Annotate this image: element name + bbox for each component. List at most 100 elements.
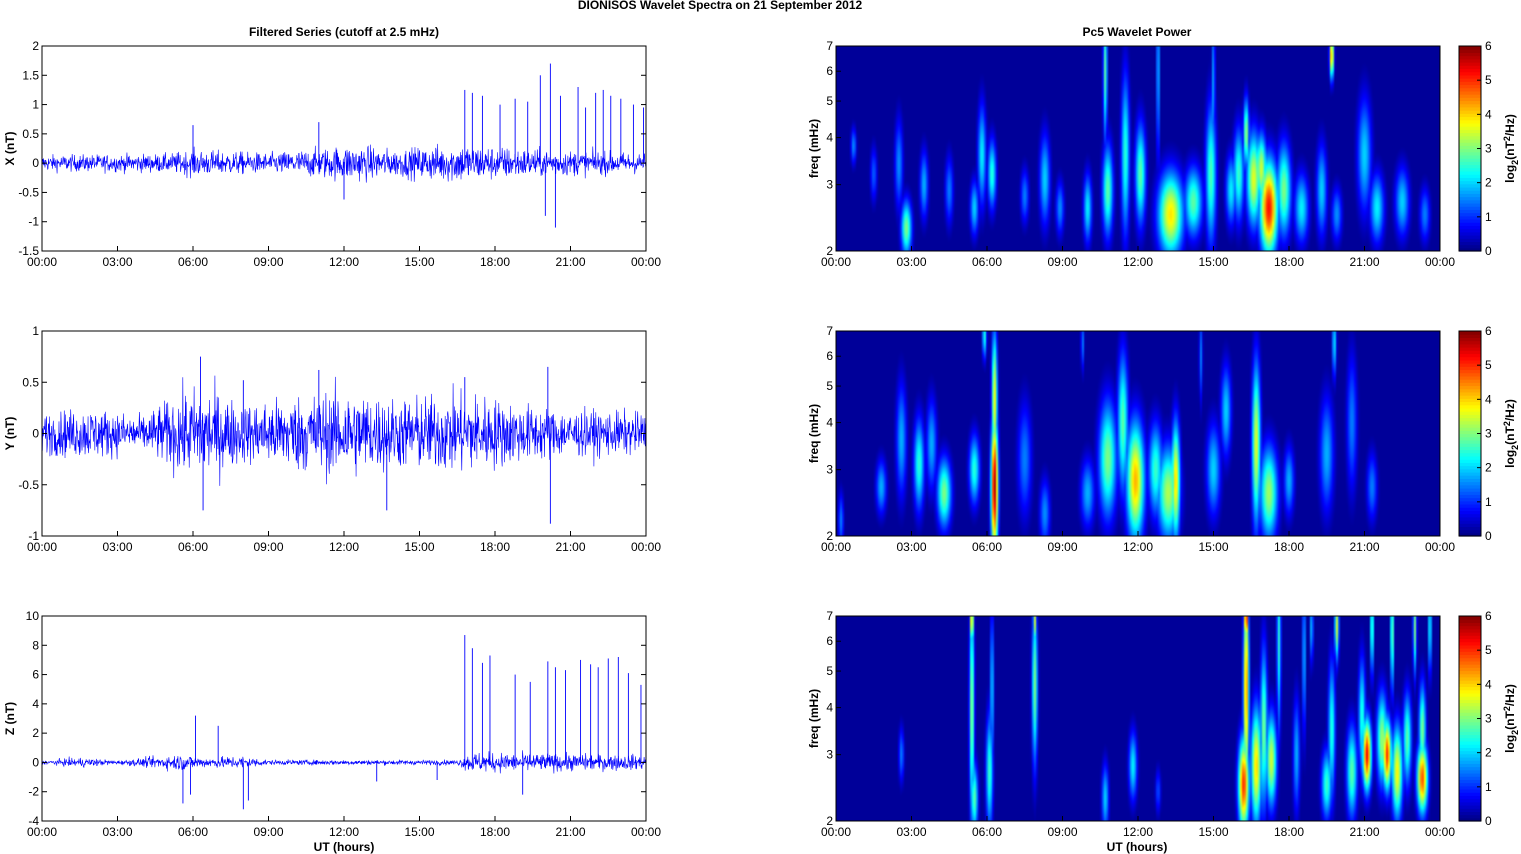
wavelet-xtick-label: 03:00	[896, 540, 926, 554]
colorbar-swatch	[1459, 462, 1481, 467]
series-ytick-label: 1.5	[22, 68, 39, 82]
colorbar-swatch	[1459, 728, 1481, 732]
colorbar-swatch	[1459, 174, 1481, 178]
series-ytick-label: 1	[32, 324, 39, 338]
colorbar-label-part: 2	[1502, 136, 1512, 141]
colorbar-swatch	[1459, 129, 1481, 134]
colorbar-swatch	[1459, 782, 1481, 787]
colorbar-swatch	[1459, 359, 1481, 364]
wavelet-ytick-label: 3	[826, 463, 833, 477]
wavelet-ytick-label: 6	[826, 634, 833, 648]
series-ytick-label: -1	[28, 529, 39, 543]
colorbar-tick-label: 5	[1485, 358, 1492, 372]
colorbar-swatch	[1459, 81, 1481, 86]
colorbar-swatch	[1459, 651, 1481, 656]
colorbar-swatch	[1459, 776, 1481, 780]
colorbar-swatch	[1459, 644, 1481, 649]
wavelet-ytick-label: 4	[826, 131, 833, 145]
wavelet-xtick-label: 21:00	[1349, 540, 1379, 554]
series-xtick-label: 00:00	[631, 255, 661, 269]
colorbar-swatch	[1459, 234, 1481, 239]
wavelet-xtick-label: 15:00	[1198, 825, 1228, 839]
colorbar-swatch	[1459, 436, 1481, 441]
series-panel-x: -1.5 -1 -0.5 0 0.5 1 1.5 2 00:00 03:00 06:00 09:00 1…	[3, 39, 661, 269]
colorbar-label-part: 2	[1510, 730, 1520, 735]
series-ytick-label: 0.5	[22, 375, 39, 389]
colorbar-tick-label: 0	[1485, 529, 1492, 543]
colorbar-swatch	[1459, 654, 1481, 659]
colorbar-swatch	[1459, 772, 1481, 777]
colorbar-swatch	[1459, 206, 1481, 210]
wavelet-xtick-label: 03:00	[896, 825, 926, 839]
wavelet-ytick-label: 7	[826, 609, 833, 623]
colorbar-swatch	[1459, 676, 1481, 681]
colorbar-swatch	[1459, 122, 1481, 127]
series-ytick-label: 6	[32, 668, 39, 682]
colorbar-swatch	[1459, 484, 1481, 489]
series-xtick-label: 21:00	[555, 255, 585, 269]
colorbar-tick-label: 4	[1485, 107, 1492, 121]
colorbar-swatch	[1459, 708, 1481, 713]
wavelet-xtick-label: 00:00	[821, 540, 851, 554]
wavelet-xtick-label: 00:00	[1425, 540, 1455, 554]
wavelet-ytick-label: 4	[826, 701, 833, 715]
colorbar-swatch	[1459, 657, 1481, 662]
wavelet-ytick-label: 3	[826, 748, 833, 762]
colorbar-swatch	[1459, 372, 1481, 377]
colorbar-swatch	[1459, 519, 1481, 524]
series-ylabel: Y (nT)	[3, 417, 17, 451]
x-axis-label-right: UT (hours)	[1107, 840, 1168, 854]
colorbar-swatch	[1459, 459, 1481, 463]
wavelet-ytick-label: 5	[826, 94, 833, 108]
colorbar-label: log2(nT2/Hz)	[1502, 114, 1520, 183]
colorbar-swatch	[1459, 225, 1481, 230]
series-ylabel: X (nT)	[3, 132, 17, 166]
series-ytick-label: -0.5	[18, 478, 39, 492]
series-ylabel: Z (nT)	[3, 702, 17, 735]
colorbar-swatch	[1459, 391, 1481, 396]
colorbar-swatch	[1459, 689, 1481, 694]
colorbar-swatch	[1459, 100, 1481, 105]
colorbar-swatch	[1459, 471, 1481, 476]
colorbar-swatch	[1459, 744, 1481, 748]
colorbar-swatch	[1459, 417, 1481, 422]
colorbar-swatch	[1459, 660, 1481, 665]
colorbar-swatch	[1459, 401, 1481, 406]
series-xtick-label: 15:00	[404, 255, 434, 269]
colorbar-swatch	[1459, 763, 1481, 768]
wavelet-ytick-label: 6	[826, 64, 833, 78]
colorbar-swatch	[1459, 196, 1481, 201]
colorbar-tick-label: 4	[1485, 677, 1492, 691]
series-xtick-label: 03:00	[102, 825, 132, 839]
colorbar-swatch	[1459, 218, 1481, 223]
series-xtick-label: 00:00	[631, 540, 661, 554]
colorbar-swatch	[1459, 186, 1481, 191]
colorbar-swatch	[1459, 433, 1481, 438]
series-plot-area	[42, 46, 646, 251]
series-plot-area	[42, 616, 646, 821]
colorbar-swatch	[1459, 680, 1481, 684]
colorbar-swatch	[1459, 356, 1481, 361]
colorbar-swatch	[1459, 52, 1481, 57]
colorbar-swatch	[1459, 180, 1481, 185]
colorbar-swatch	[1459, 132, 1481, 137]
wavelet-ytick-label: 5	[826, 379, 833, 393]
colorbar-label-part: /Hz)	[1503, 684, 1517, 706]
colorbar-swatch	[1459, 686, 1481, 691]
colorbar-swatch	[1459, 350, 1481, 355]
x-axis-label-left: UT (hours)	[314, 840, 375, 854]
colorbar-swatch	[1459, 388, 1481, 393]
colorbar-swatch	[1459, 487, 1481, 492]
series-ytick-label: 8	[32, 638, 39, 652]
wavelet-ytick-label: 3	[826, 178, 833, 192]
colorbar-label-part: /Hz)	[1503, 114, 1517, 136]
colorbar-swatch	[1459, 231, 1481, 236]
colorbar-label-part: (nT	[1503, 711, 1517, 730]
colorbar-swatch	[1459, 625, 1481, 630]
colorbar-swatch	[1459, 154, 1481, 159]
colorbar-swatch	[1459, 183, 1481, 188]
colorbar-swatch	[1459, 135, 1481, 140]
colorbar-swatch	[1459, 167, 1481, 172]
colorbar-swatch	[1459, 452, 1481, 457]
colorbar-swatch	[1459, 648, 1481, 652]
